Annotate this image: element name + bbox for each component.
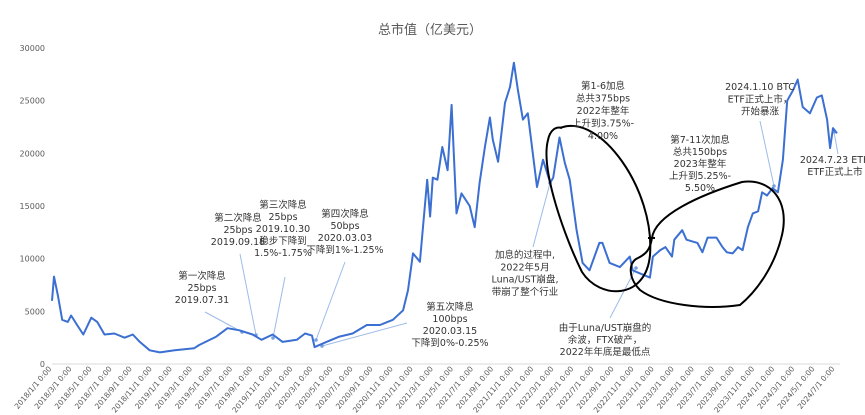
annotation-text: 第7-11次加息 — [670, 134, 730, 146]
annotation-text: 2024.1.10 BTC — [725, 82, 795, 93]
annotation-text: Luna/UST崩盘, — [492, 274, 559, 286]
annotation-text: 2020.03.03 — [318, 233, 372, 244]
annotation-text: 稳步下降到 — [259, 235, 307, 247]
annotation-text: 2024.7.23 ETH — [800, 155, 865, 166]
annotation-text: ETF正式上市， — [728, 93, 793, 105]
y-tick-label: 15000 — [20, 202, 45, 211]
y-tick-label: 0 — [40, 360, 45, 369]
annotation-text: 上升到5.25%- — [669, 170, 731, 182]
annotation-text: 下降到1%-1.25% — [306, 244, 383, 256]
hand-drawn-circle-2022-hikes — [545, 125, 652, 293]
annotation-leader-line — [272, 276, 286, 339]
annotation-text: 25bps — [268, 212, 297, 223]
annotation-text: 加息的过程中, — [495, 249, 555, 261]
annotation-text: 25bps — [187, 283, 216, 294]
annotation-pointer-mark — [271, 336, 275, 340]
annotation-leader-line — [239, 253, 257, 336]
annotation-text: 带崩了整个行业 — [492, 286, 559, 298]
annotation-pointer-mark — [772, 184, 776, 188]
annotation-text: 2022年整年 — [577, 105, 630, 117]
annotation-pointer-mark — [634, 266, 638, 270]
annotation-pointer-mark — [314, 338, 318, 342]
annotation-leader-line — [321, 322, 408, 347]
annotation-text: 第四次降息 — [321, 208, 369, 220]
annotation-text: 5.50% — [685, 183, 715, 194]
annotation-text: 开始暴涨 — [741, 106, 780, 118]
annotation-text: 由于Luna/UST崩盘的 — [559, 322, 651, 334]
annotation-text: 总共375bps — [576, 93, 630, 105]
annotation-text: 第一次降息 — [178, 270, 226, 282]
y-tick-label: 5000 — [25, 307, 45, 316]
annotation-text: 第三次降息 — [259, 199, 307, 211]
annotation-leader-line — [532, 182, 551, 248]
annotation-text: 2019.09.18 — [211, 237, 265, 248]
annotation-text: 1.5%-1.75% — [254, 248, 312, 259]
annotation-text: 2022年年底是最低点 — [560, 346, 651, 358]
chart-title: 总市值（亿美元） — [378, 22, 482, 38]
annotation-text: 2023年整年 — [674, 158, 727, 170]
annotation-text: 总共150bps — [673, 146, 727, 158]
annotation-text: 下降到0%-0.25% — [411, 337, 488, 349]
y-tick-label: 30000 — [20, 44, 45, 53]
annotation-text: 2019.07.31 — [175, 295, 229, 306]
annotation-text: 2022年5月 — [500, 261, 549, 273]
y-tick-label: 25000 — [20, 97, 45, 106]
annotation-text: ETF正式上市 — [807, 166, 863, 178]
annotation-text: 2020.03.15 — [423, 326, 477, 337]
annotation-leader-line — [315, 261, 346, 341]
annotation-text: 4.00% — [588, 131, 618, 142]
annotation-text: 第1-6加息 — [581, 80, 625, 92]
annotation-leader-line — [759, 120, 775, 187]
annotation-text: 第五次降息 — [426, 301, 474, 313]
annotation-text: 100bps — [432, 314, 467, 325]
y-tick-label: 20000 — [20, 149, 45, 158]
hand-drawn-circle-2023-hikes — [629, 180, 785, 308]
annotation-text: 2019.10.30 — [256, 224, 310, 235]
annotation-text: 上升到3.75%- — [572, 118, 634, 130]
annotation-text: 第二次降息 — [214, 212, 262, 224]
annotation-text: 余波，FTX破产， — [568, 334, 643, 346]
annotation-leader-line — [833, 131, 839, 155]
annotation-text: 25bps — [223, 225, 252, 236]
y-tick-label: 10000 — [20, 255, 45, 264]
annotation-text: 50bps — [330, 221, 359, 232]
series-line — [51, 61, 838, 354]
